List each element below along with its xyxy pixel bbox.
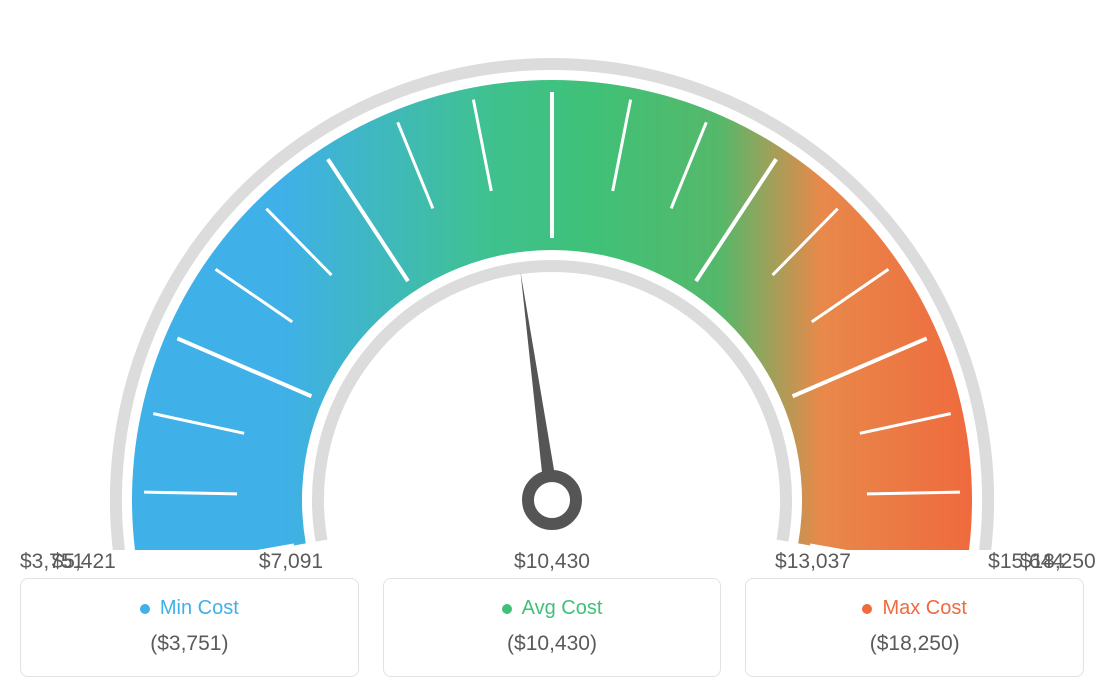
legend-value: ($18,250) xyxy=(756,632,1073,656)
dot-icon xyxy=(862,604,872,614)
legend-title-min: Min Cost xyxy=(31,597,348,620)
tick-label: $5,421 xyxy=(36,550,116,574)
tick-label: $18,250 xyxy=(1020,550,1096,574)
legend-label: Avg Cost xyxy=(522,597,603,620)
tick-label: $7,091 xyxy=(246,550,336,574)
legend-value: ($3,751) xyxy=(31,632,348,656)
legend-label: Max Cost xyxy=(882,597,966,620)
legend-card-avg: Avg Cost ($10,430) xyxy=(383,578,722,677)
gauge-svg xyxy=(20,20,1084,550)
legend-label: Min Cost xyxy=(160,597,239,620)
tick-label: $13,037 xyxy=(768,550,858,574)
legend-value: ($10,430) xyxy=(394,632,711,656)
dot-icon xyxy=(140,604,150,614)
legend-card-min: Min Cost ($3,751) xyxy=(20,578,359,677)
gauge-chart: $3,751$5,421$7,091$10,430$13,037$15,644$… xyxy=(20,20,1084,677)
legend-title-avg: Avg Cost xyxy=(394,597,711,620)
legend-row: Min Cost ($3,751) Avg Cost ($10,430) Max… xyxy=(20,578,1084,677)
dot-icon xyxy=(502,604,512,614)
legend-title-max: Max Cost xyxy=(756,597,1073,620)
tick-label: $10,430 xyxy=(507,550,597,574)
legend-card-max: Max Cost ($18,250) xyxy=(745,578,1084,677)
